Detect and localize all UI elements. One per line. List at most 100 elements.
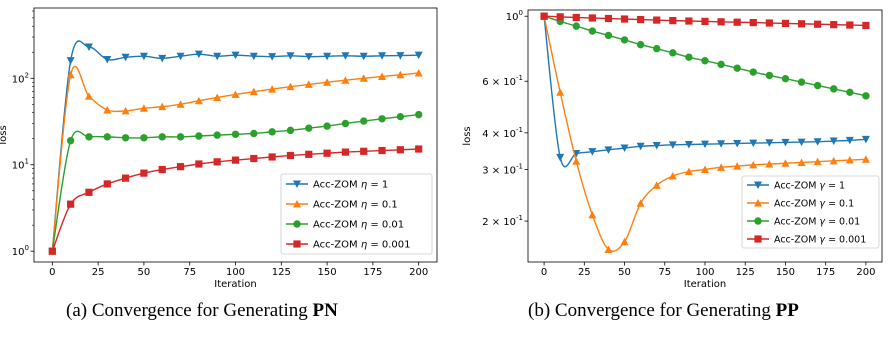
data-point-circle	[323, 122, 331, 130]
data-point-square	[176, 163, 185, 171]
series-3	[540, 12, 870, 30]
data-point-circle	[620, 36, 629, 44]
data-point-triangle-up	[829, 156, 838, 165]
data-point-triangle-down	[231, 51, 240, 60]
data-point-square	[293, 240, 301, 248]
data-point-square	[572, 13, 580, 22]
chart-panel-0: 0 25 50 75 100 125 150 175 200Iteration100101102…	[0, 7, 438, 290]
data-point-circle	[268, 128, 276, 136]
x-tick-label: 100	[695, 267, 714, 278]
data-point-circle	[305, 124, 313, 132]
data-point-square	[588, 14, 596, 22]
data-point-circle	[636, 40, 645, 49]
series-2	[48, 110, 423, 255]
x-tick-label: 0	[49, 267, 55, 278]
data-point-triangle-up	[845, 156, 854, 164]
data-point-circle	[754, 217, 762, 225]
data-point-square	[765, 19, 773, 27]
data-point-square	[250, 154, 258, 163]
data-point-square	[396, 146, 404, 154]
data-point-triangle-down	[684, 140, 693, 149]
data-point-triangle-down	[797, 138, 806, 147]
data-point-triangle-up	[304, 80, 313, 88]
x-tick-label: 0	[541, 267, 547, 278]
data-point-triangle-up	[66, 70, 75, 79]
data-point-square	[862, 21, 870, 30]
data-point-square	[604, 14, 613, 23]
y-axis-label: loss	[0, 125, 9, 144]
x-tick-label: 200	[856, 267, 875, 278]
data-point-circle	[195, 132, 203, 140]
data-point-triangle-down	[293, 180, 301, 188]
data-point-triangle-up	[684, 167, 693, 176]
data-point-triangle-up	[797, 158, 806, 166]
data-point-circle	[66, 136, 75, 145]
data-point-triangle-down	[139, 52, 148, 61]
data-point-triangle-up	[103, 105, 112, 114]
data-point-square	[717, 18, 725, 26]
data-point-circle	[286, 126, 295, 135]
data-point-circle	[717, 60, 725, 69]
data-point-circle	[293, 220, 301, 228]
data-point-square	[415, 145, 423, 153]
y-tick-label: 3 × 10-1	[482, 162, 523, 176]
data-point-triangle-down	[668, 141, 677, 149]
data-point-circle	[862, 92, 870, 100]
legend-label: Acc-ZOM η = 0.001	[313, 240, 411, 251]
data-point-square	[637, 15, 645, 24]
data-point-triangle-down	[620, 144, 629, 153]
data-point-triangle-down	[158, 54, 167, 63]
x-tick-label: 25	[92, 267, 105, 278]
data-point-triangle-down	[781, 138, 790, 147]
data-point-triangle-up	[749, 160, 758, 169]
legend-label: Acc-ZOM η = 0.01	[313, 220, 404, 231]
data-point-square	[754, 235, 762, 243]
data-point-square	[701, 17, 709, 26]
data-point-square	[305, 150, 313, 158]
data-point-square	[685, 17, 693, 25]
data-point-circle	[797, 78, 806, 86]
data-point-triangle-up	[213, 93, 222, 101]
legend-label: Acc-ZOM η = 1	[313, 180, 388, 191]
legend: Acc-ZOM η = 1 Acc-ZOM η = 0.1 Acc-ZOM η = …	[280, 173, 433, 255]
caption-b: (b) Convergence for Generating PP	[528, 300, 799, 321]
data-point-circle	[121, 134, 130, 142]
data-point-square	[67, 200, 75, 208]
x-tick-label: 125	[272, 267, 291, 278]
data-point-triangle-up	[636, 199, 645, 207]
data-point-circle	[176, 133, 185, 141]
data-point-triangle-up	[176, 100, 185, 108]
data-point-circle	[572, 22, 580, 30]
data-point-triangle-up	[668, 171, 677, 180]
data-point-circle	[749, 68, 757, 76]
data-point-square	[140, 169, 148, 177]
data-point-triangle-down	[84, 43, 93, 52]
data-point-square	[323, 149, 331, 157]
data-point-triangle-down	[121, 53, 130, 62]
data-point-square	[195, 160, 203, 168]
y-tick-label: 101	[12, 158, 29, 172]
caption-a: (a) Convergence for Generating PN	[66, 300, 338, 321]
data-point-square	[556, 13, 564, 21]
data-point-square	[231, 156, 240, 164]
data-point-triangle-up	[620, 237, 629, 246]
data-point-square	[830, 21, 838, 29]
data-point-triangle-up	[121, 106, 130, 115]
y-tick-label: 6 × 10-1	[482, 74, 523, 88]
data-point-square	[540, 12, 548, 20]
data-point-square	[814, 20, 822, 28]
y-axis-label: loss	[462, 126, 473, 145]
data-point-triangle-up	[701, 165, 709, 173]
data-point-circle	[846, 88, 854, 97]
data-point-circle	[396, 112, 405, 121]
data-point-triangle-up	[341, 76, 350, 84]
series-line	[51, 65, 419, 252]
data-point-triangle-down	[103, 55, 112, 64]
data-point-triangle-down	[304, 53, 313, 61]
legend-box	[741, 175, 880, 249]
data-point-square	[781, 19, 790, 28]
data-point-triangle-down	[378, 52, 387, 60]
series-1	[540, 12, 870, 253]
